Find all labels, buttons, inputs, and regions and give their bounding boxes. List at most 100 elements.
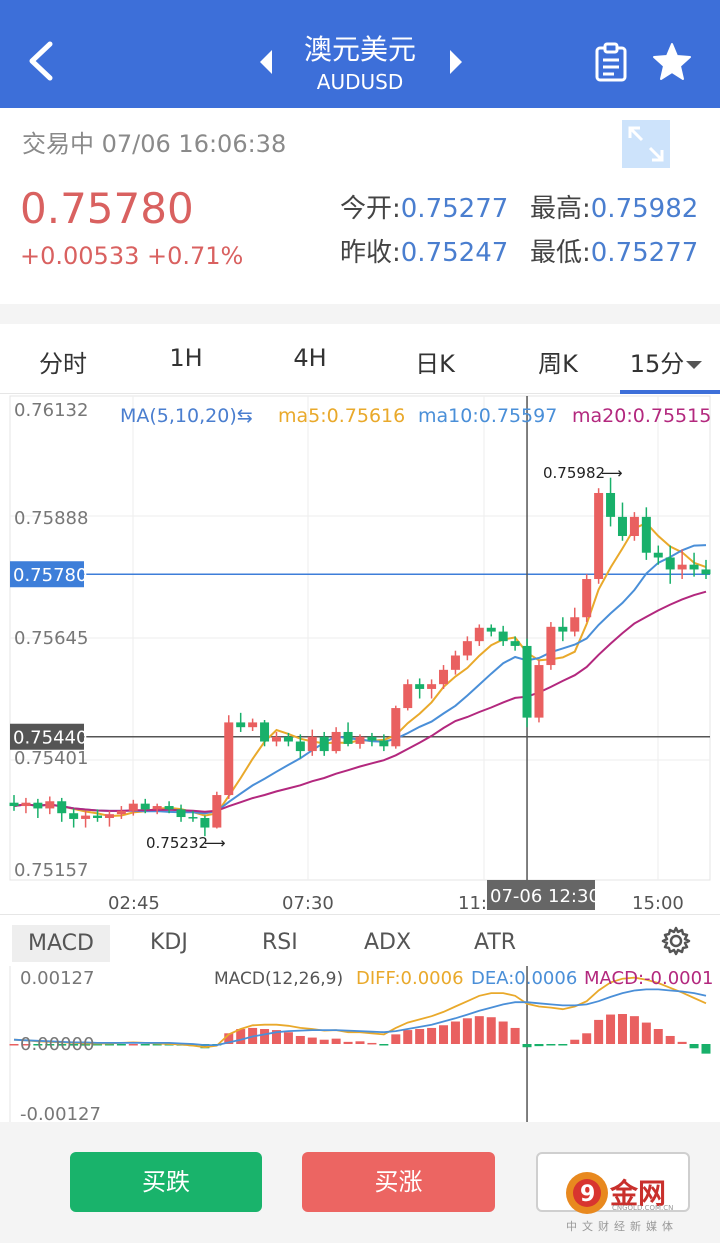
tab-rsi[interactable]: RSI	[262, 930, 298, 955]
macd-hist-bar	[522, 1044, 532, 1048]
candle-body	[701, 569, 711, 575]
clipboard-icon[interactable]	[594, 42, 628, 82]
candle-body	[617, 516, 627, 537]
candle-body	[403, 684, 413, 709]
macd-hist-bar	[271, 1030, 281, 1044]
fullscreen-expand-icon[interactable]	[622, 120, 670, 168]
tab-1h[interactable]: 1H	[169, 344, 203, 372]
watermark-logo-char: 9	[580, 1182, 595, 1207]
macd-hist-bar	[343, 1041, 353, 1044]
crosshair-price-label: 0.75440	[13, 728, 87, 749]
macd-y-tick-0: 0.00127	[20, 968, 94, 989]
tab-time-sharing[interactable]: 分时	[39, 350, 87, 378]
macd-hist-bar	[331, 1038, 341, 1044]
buy-up-button[interactable]: 买涨	[302, 1152, 495, 1212]
candle-body	[355, 736, 365, 744]
candle-body	[606, 492, 616, 517]
macd-hist-bar	[295, 1035, 305, 1044]
open-price: 今开:0.75277	[340, 188, 508, 225]
macd-title: MACD(12,26,9)	[214, 969, 343, 989]
candle-body	[450, 655, 460, 670]
tab-macd[interactable]: MACD	[12, 925, 110, 962]
high-price: 最高:0.75982	[530, 188, 698, 225]
candle-body	[522, 645, 532, 718]
tab-atr[interactable]: ATR	[474, 930, 517, 955]
candle-body	[462, 641, 472, 656]
ma-legend-title[interactable]: MA(5,10,20)⇆	[120, 405, 253, 427]
macd-hist-bar	[546, 1044, 556, 1046]
candle-body	[546, 626, 556, 666]
macd-hist-bar	[474, 1016, 484, 1044]
macd-hist-bar	[450, 1021, 460, 1044]
max-price-label: 0.75982	[543, 464, 605, 482]
low-price: 最低:0.75277	[530, 232, 698, 269]
macd-chart[interactable]: 0.00127 0.00000 -0.00127 MACD(12,26,9) D…	[0, 966, 720, 1125]
watermark-domain: CNGOLD.COM.CN	[612, 1204, 674, 1212]
candle-body	[283, 736, 293, 742]
candle-body	[594, 492, 604, 580]
candle-body	[45, 801, 55, 809]
macd-hist-bar	[116, 1044, 126, 1046]
macd-hist-bar	[486, 1017, 496, 1044]
x-tick-0: 02:45	[108, 893, 160, 914]
macd-value-legend: MACD:-0.0001	[584, 968, 714, 989]
candle-body	[677, 564, 687, 570]
candle-body	[439, 669, 449, 685]
macd-hist-bar	[594, 1019, 604, 1044]
tab-daily-k[interactable]: 日K	[415, 350, 455, 378]
macd-hist-bar	[9, 1044, 19, 1046]
candle-body	[307, 736, 317, 752]
low-value: 0.75277	[590, 238, 699, 268]
last-price: 0.75780	[20, 184, 194, 233]
y-tick-2: 0.75645	[14, 628, 88, 649]
high-label: 最高:	[530, 194, 591, 224]
candle-body	[427, 684, 437, 689]
y-tick-1: 0.75888	[14, 508, 88, 529]
candle-body	[295, 741, 305, 752]
tab-kdj[interactable]: KDJ	[150, 930, 188, 955]
secondary-action-button[interactable]	[536, 1152, 690, 1212]
candle-body	[629, 516, 639, 537]
next-triangle-icon[interactable]	[446, 48, 466, 76]
back-chevron-icon[interactable]	[22, 38, 62, 84]
candle-body	[9, 802, 19, 807]
prev-triangle-icon[interactable]	[256, 48, 276, 76]
tab-adx[interactable]: ADX	[364, 930, 412, 955]
macd-hist-bar	[403, 1030, 413, 1044]
macd-hist-bar	[701, 1044, 711, 1054]
macd-hist-bar	[606, 1014, 616, 1044]
macd-hist-bar	[558, 1044, 568, 1046]
macd-y-tick-2: -0.00127	[20, 1104, 101, 1122]
candle-body	[57, 801, 67, 814]
candle-body	[81, 815, 91, 819]
candle-body	[689, 564, 699, 570]
watermark-slogan: 中文财经新媒体	[566, 1220, 678, 1233]
buy-down-button[interactable]: 买跌	[70, 1152, 262, 1212]
tab-15min[interactable]: 15分	[614, 344, 718, 379]
y-tick-3: 0.75401	[14, 748, 88, 769]
macd-hist-bar	[283, 1032, 293, 1044]
macd-hist-bar	[236, 1029, 246, 1044]
macd-hist-bar	[200, 1044, 210, 1049]
max-price-arrow: ⟶	[601, 464, 623, 482]
tab-weekly-k[interactable]: 周K	[538, 350, 578, 378]
candle-body	[474, 627, 484, 642]
candle-body	[93, 815, 103, 818]
ma20-legend: ma20:0.75515	[572, 405, 711, 427]
page-subtitle: AUDUSD	[316, 70, 404, 94]
macd-hist-bar	[81, 1044, 91, 1046]
crosshair-time-label: 07-06 12:30	[490, 886, 600, 907]
watermark-brand: 金网	[610, 1177, 667, 1210]
macd-hist-bar	[617, 1014, 627, 1044]
candlestick-svg: 0.76132 0.75888 0.75645 0.75401 0.75157 …	[9, 395, 711, 914]
candle-body	[486, 627, 496, 632]
settings-gear-icon[interactable]	[660, 925, 692, 957]
current-price-tag	[10, 561, 84, 588]
crosshair-price-tag	[10, 723, 84, 750]
macd-hist-bar	[379, 1044, 389, 1046]
y-tick-0: 0.76132	[14, 400, 88, 421]
star-icon[interactable]	[652, 42, 692, 82]
tab-4h[interactable]: 4H	[293, 344, 327, 372]
candle-body	[21, 802, 31, 807]
candlestick-chart[interactable]: 0.76132 0.75888 0.75645 0.75401 0.75157 …	[0, 394, 720, 914]
